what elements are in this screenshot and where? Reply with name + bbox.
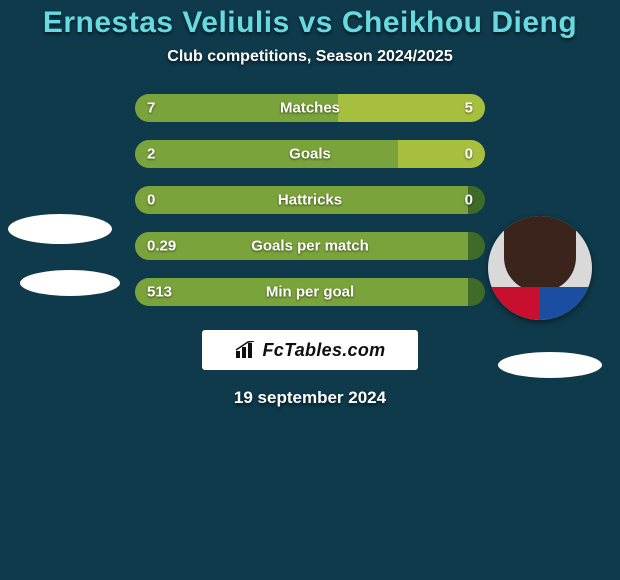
stat-row: 7 Matches 5 xyxy=(135,94,485,122)
stats-area: 7 Matches 5 2 Goals 0 0 Hattricks 0 0.29 Goals per… xyxy=(0,94,620,306)
stat-bar-right xyxy=(338,94,485,122)
stat-label: Matches xyxy=(280,100,340,117)
stat-row: 2 Goals 0 xyxy=(135,140,485,168)
avatar-skin xyxy=(504,216,577,291)
stat-value-right: 0 xyxy=(465,192,473,209)
right-player-shape xyxy=(498,352,602,378)
stat-value-right: 0 xyxy=(465,146,473,163)
left-player-shape-1 xyxy=(8,214,112,244)
stat-row: 0 Hattricks 0 xyxy=(135,186,485,214)
branding-text: FcTables.com xyxy=(263,340,386,361)
stat-value-left: 0.29 xyxy=(147,238,176,255)
stat-value-left: 0 xyxy=(147,192,155,209)
right-player-avatar xyxy=(488,216,592,320)
branding-badge: FcTables.com xyxy=(202,330,418,370)
page-title: Ernestas Veliulis vs Cheikhou Dieng xyxy=(0,0,620,40)
stat-rows: 7 Matches 5 2 Goals 0 0 Hattricks 0 0.29 Goals per… xyxy=(135,94,485,306)
stat-label: Goals xyxy=(289,146,331,163)
stat-bar-left xyxy=(135,140,398,168)
stat-row: 513 Min per goal xyxy=(135,278,485,306)
generated-date: 19 september 2024 xyxy=(0,388,620,408)
stat-value-left: 2 xyxy=(147,146,155,163)
stat-value-right: 5 xyxy=(465,100,473,117)
stat-value-left: 7 xyxy=(147,100,155,117)
stat-label: Min per goal xyxy=(266,284,354,301)
branding-chart-icon xyxy=(235,341,257,359)
avatar-jersey xyxy=(488,287,592,320)
stat-row: 0.29 Goals per match xyxy=(135,232,485,260)
subtitle: Club competitions, Season 2024/2025 xyxy=(0,48,620,66)
left-player-shape-2 xyxy=(20,270,120,296)
stat-value-left: 513 xyxy=(147,284,172,301)
stat-label: Hattricks xyxy=(278,192,342,209)
stat-label: Goals per match xyxy=(251,238,369,255)
